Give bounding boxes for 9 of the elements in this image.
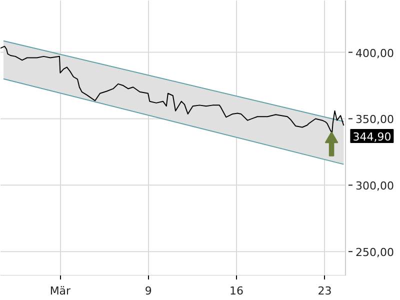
x-tick-label: 9 [144,284,152,298]
y-tick-label: 300,00 [356,180,394,193]
x-tick-label: Mär [50,284,72,298]
y-tick-label: 250,00 [356,246,394,260]
x-tick-label: 16 [230,284,244,298]
y-tick-label: 400,00 [356,46,394,60]
x-tick-label: 23 [318,284,332,298]
annotation: 344,90 [352,130,392,144]
y-tick-label: 350,00 [356,113,394,126]
